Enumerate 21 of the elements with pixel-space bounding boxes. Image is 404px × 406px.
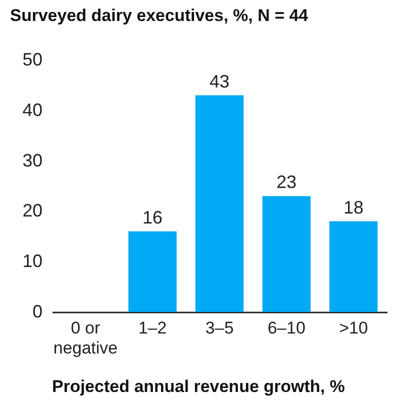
y-tick-label: 10 (22, 251, 42, 272)
x-tick-label: 3–5 (205, 318, 234, 338)
x-tick-label: 0 or negative (53, 318, 118, 358)
y-tick-label: 40 (22, 100, 42, 120)
y-tick-label: 0 (32, 302, 42, 322)
chart-title: Surveyed dairy executives, %, N = 44 (10, 6, 309, 25)
y-tick-label: 20 (22, 200, 42, 221)
data-label: 18 (343, 197, 364, 218)
bar (262, 196, 311, 312)
x-tick-label: >10 (339, 318, 368, 338)
data-label: 23 (276, 172, 297, 192)
x-axis-title: Projected annual revenue growth, % (52, 377, 345, 396)
bar (195, 95, 244, 312)
y-tick-label: 50 (22, 50, 42, 70)
x-tick-label: 6–10 (268, 318, 306, 338)
data-label: 16 (142, 207, 163, 228)
bar (128, 231, 177, 312)
data-label: 43 (209, 71, 230, 92)
y-tick-label: 30 (22, 150, 42, 170)
bar (329, 221, 378, 312)
x-tick-label: 1–2 (138, 318, 167, 338)
